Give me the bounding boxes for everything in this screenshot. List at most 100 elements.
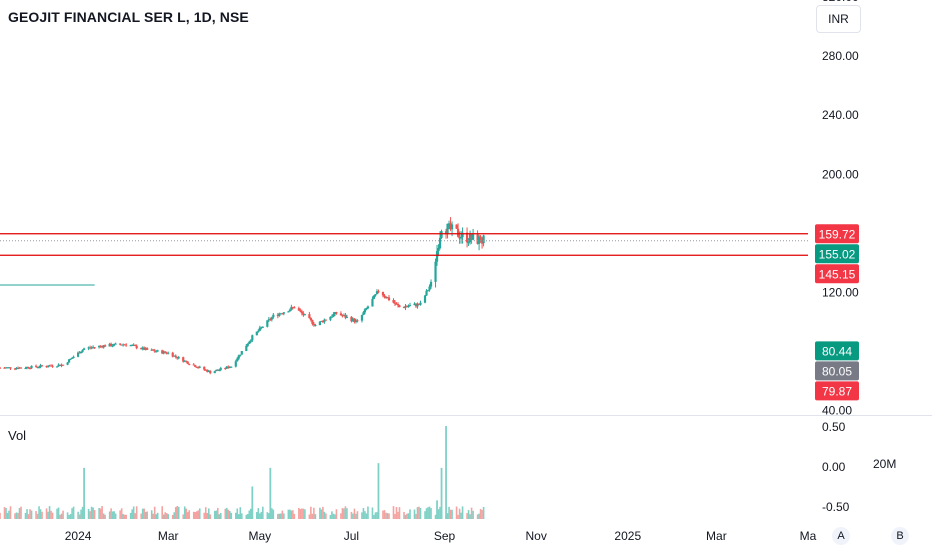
volume-bar (280, 513, 282, 519)
candle-body (423, 295, 427, 303)
volume-tick-label: 0.00 (822, 460, 846, 474)
candle-body (311, 320, 314, 324)
volume-bar (364, 511, 366, 519)
volume-bar (403, 512, 405, 519)
candle-body (258, 327, 261, 331)
volume-bar (110, 508, 112, 519)
candle-body (381, 291, 385, 296)
volume-bar (304, 509, 306, 519)
volume-bar (362, 507, 365, 519)
candle-body (428, 286, 431, 291)
candle-body (342, 315, 346, 317)
volume-scale-label: 20M (873, 457, 897, 471)
price-tick-label: 200.00 (822, 167, 859, 181)
time-axis[interactable]: 2024 Mar May Jul Sep Nov 2025 Mar Ma (65, 529, 817, 543)
candle-body (468, 233, 472, 243)
volume-bar (365, 513, 368, 519)
volume-bar (272, 509, 275, 519)
volume-bar (298, 507, 300, 519)
candle-body (188, 363, 191, 365)
candle-body (419, 302, 422, 305)
volume-bar (98, 507, 100, 519)
volume-bar (472, 510, 474, 519)
axis-b-button[interactable]: B (891, 527, 909, 545)
volume-bar (448, 506, 450, 519)
candle-body (152, 349, 155, 351)
candle-body (28, 368, 32, 370)
volume-bar (256, 512, 258, 519)
volume-bar (162, 514, 165, 519)
candle-body (405, 306, 409, 308)
candle-body (360, 315, 364, 321)
candle-body (83, 348, 86, 350)
volume-label[interactable]: Vol (8, 428, 27, 443)
symbol-title[interactable]: GEOJIT FINANCIAL SER L, 1D, NSE (8, 9, 249, 25)
candle-body (27, 367, 30, 369)
price-badge-label: 80.05 (822, 364, 852, 378)
candle-body (341, 315, 344, 317)
candle-body (324, 319, 328, 321)
currency-button[interactable]: INR (816, 5, 861, 33)
candle-body (90, 347, 93, 349)
candle-body (437, 248, 440, 252)
volume-bar (204, 507, 207, 519)
candle-body (363, 309, 367, 313)
candle-body (299, 310, 302, 312)
volume-bar (310, 506, 312, 519)
volume-bar (35, 511, 37, 519)
volume-bar (140, 513, 142, 519)
time-tick-label: May (248, 529, 271, 543)
candle-body (449, 223, 452, 230)
time-tick-label: 2024 (65, 529, 92, 543)
candle-body (429, 281, 433, 287)
candle-body (308, 314, 311, 319)
volume-bar (72, 506, 75, 519)
auto-scale-button[interactable]: A (832, 527, 850, 545)
time-tick-label: Nov (525, 529, 546, 543)
volume-bar (225, 507, 228, 519)
volume-spike-bar (445, 426, 447, 519)
volume-bar (218, 514, 221, 519)
volume-bar (194, 512, 197, 519)
candle-body (302, 313, 305, 316)
volume-spike-bar (377, 463, 380, 519)
candle-body (320, 320, 323, 322)
volume-bar (150, 510, 153, 519)
volume-bar (215, 510, 218, 519)
candle-body (387, 297, 391, 301)
volume-bar (167, 514, 170, 519)
volume-bar (41, 511, 43, 519)
volume-bar (425, 508, 428, 519)
candle-body (216, 369, 219, 371)
candle-body (123, 344, 126, 346)
volume-bar (361, 512, 363, 519)
volume-bar (407, 513, 410, 519)
candle-body (39, 365, 42, 368)
candle-body (470, 233, 473, 240)
volume-bar (177, 506, 180, 519)
volume-bar (129, 512, 132, 519)
candle-body (15, 367, 18, 369)
volume-bar (102, 513, 105, 519)
price-tick-label: 120.00 (822, 285, 859, 299)
candle-body (269, 319, 272, 321)
volume-bar (195, 511, 198, 519)
volume-bar (299, 509, 302, 519)
volume-bar (155, 514, 157, 519)
candle-body (225, 366, 228, 369)
candle-body (456, 228, 460, 237)
volume-bar (293, 513, 296, 519)
volume-bar (36, 513, 39, 519)
volume-bar (353, 508, 356, 519)
volume-bar (331, 511, 333, 519)
candle-body (40, 365, 44, 367)
candle-body (197, 367, 200, 369)
time-tick-label: Sep (434, 529, 456, 543)
candle-body (209, 370, 212, 374)
candle-body (374, 294, 377, 296)
volume-bar (59, 514, 61, 519)
candle-body (416, 303, 419, 307)
candle-body (278, 313, 281, 316)
volume-bar (29, 509, 31, 519)
